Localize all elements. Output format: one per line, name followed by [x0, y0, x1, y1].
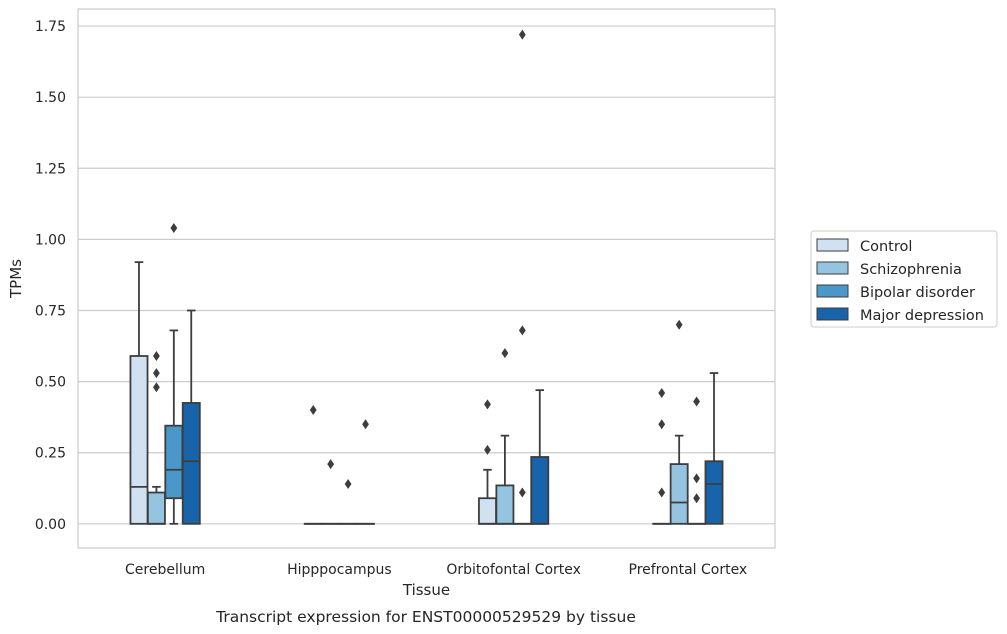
box-body — [704, 460, 724, 525]
box-major-depression-0 — [181, 309, 201, 525]
box-body — [129, 355, 149, 525]
outlier-marker — [153, 382, 160, 393]
outlier-marker — [518, 487, 526, 498]
legend-swatch — [816, 238, 849, 252]
x-tick-label: Orbitofontal Cortex — [446, 562, 581, 578]
outlier-marker — [693, 396, 700, 407]
outlier-marker — [518, 325, 526, 336]
box-body — [146, 491, 166, 525]
outlier-marker — [484, 399, 491, 410]
box-body — [478, 497, 497, 525]
box-body — [530, 456, 550, 525]
y-tick-label: 1.00 — [35, 232, 66, 248]
box-body — [181, 402, 201, 525]
legend-label: Schizophrenia — [860, 262, 962, 278]
box-control-1 — [303, 405, 323, 525]
plot-frame — [77, 8, 776, 549]
outlier-marker — [658, 419, 666, 430]
y-tick-label: 0.75 — [35, 303, 66, 319]
y-tick-label: 1.25 — [35, 161, 66, 177]
outlier-marker — [170, 223, 178, 234]
y-tick-label: 0.50 — [35, 375, 66, 391]
box-major-depression-1 — [356, 419, 375, 525]
y-tick-label: 0.25 — [35, 446, 66, 462]
legend: Control Schizophrenia Bipolar disorder Majo… — [810, 230, 998, 328]
outlier-marker — [309, 405, 317, 416]
box-major-depression-2 — [530, 389, 550, 525]
box-body — [495, 484, 515, 525]
box-schizophrenia-3 — [669, 319, 689, 525]
chart-caption: Transcript expression for ENST0000052952… — [215, 608, 636, 626]
outlier-marker — [153, 351, 160, 362]
x-tick-label: Cerebellum — [125, 562, 205, 578]
x-axis-label: Tissue — [402, 581, 450, 599]
y-axis-label: TPMs — [7, 259, 25, 299]
legend-label: Control — [860, 239, 912, 255]
y-tick-label: 1.50 — [35, 90, 66, 106]
x-tick-label: Hipppocampus — [287, 562, 392, 578]
box-plots — [129, 29, 724, 525]
outlier-marker — [658, 487, 666, 498]
outlier-marker — [518, 29, 526, 40]
box-bipolar-disorder-0 — [164, 223, 184, 525]
y-tick-label: 1.75 — [35, 19, 66, 35]
y-tick-labels: 0.00 0.25 0.50 0.75 1.00 1.25 1.50 1.75 — [35, 19, 66, 533]
legend-label: Major depression — [860, 308, 984, 324]
box-body — [669, 463, 689, 525]
x-tick-labels: Cerebellum Hipppocampus Orbitofontal Corte… — [125, 562, 747, 578]
outlier-marker — [693, 473, 700, 484]
outlier-marker — [344, 479, 352, 490]
legend-label: Bipolar disorder — [860, 285, 975, 301]
box-schizophrenia-0 — [146, 351, 166, 525]
legend-swatch — [816, 284, 849, 298]
box-bipolar-disorder-2 — [512, 29, 532, 525]
box-bipolar-disorder-3 — [687, 396, 707, 525]
outlier-marker — [153, 368, 160, 379]
outlier-marker — [658, 387, 666, 398]
outlier-marker — [501, 348, 509, 359]
legend-swatch — [816, 307, 849, 321]
outlier-marker — [693, 493, 700, 504]
box-control-3 — [652, 387, 672, 525]
x-tick-label: Prefrontal Cortex — [629, 562, 748, 578]
outlier-marker — [327, 459, 335, 470]
legend-swatch — [816, 261, 849, 275]
box-schizophrenia-2 — [495, 348, 515, 525]
box-body — [164, 424, 184, 500]
box-major-depression-3 — [704, 372, 724, 525]
box-schizophrenia-1 — [321, 459, 341, 525]
outlier-marker — [484, 444, 491, 455]
box-bipolar-disorder-1 — [338, 479, 358, 525]
box-control-2 — [478, 399, 497, 525]
y-tick-label: 0.00 — [35, 517, 66, 533]
outlier-marker — [675, 319, 683, 330]
box-control-0 — [129, 261, 149, 525]
legend-frame — [810, 230, 998, 328]
outlier-marker — [362, 419, 369, 430]
